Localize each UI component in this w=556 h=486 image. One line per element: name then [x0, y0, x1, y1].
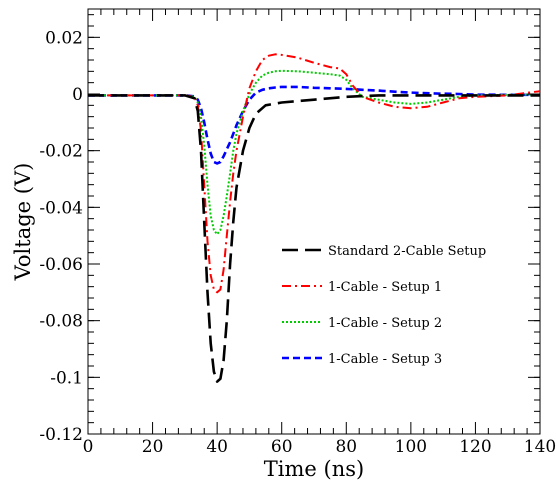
- legend-label: Standard 2-Cable Setup: [328, 244, 486, 259]
- y-tick-label: 0: [72, 85, 83, 105]
- x-tick-label: 100: [395, 437, 427, 457]
- series-group: [88, 53, 541, 383]
- legend: Standard 2-Cable Setup 1-Cable - Setup 1 1…: [282, 244, 486, 367]
- series-line-3: [88, 69, 541, 236]
- y-tick-label: -0.04: [39, 198, 83, 218]
- series-line-2: [88, 53, 541, 294]
- y-tick-label: -0.12: [39, 425, 83, 445]
- legend-label: 1-Cable - Setup 2: [328, 316, 442, 331]
- y-tick-label: -0.02: [39, 142, 83, 162]
- y-tick-label: 0.02: [45, 28, 83, 48]
- plot-frame: [87, 8, 541, 435]
- y-tick-label: -0.08: [39, 312, 83, 332]
- legend-label: 1-Cable - Setup 3: [328, 352, 442, 367]
- x-tick-label: 0: [83, 437, 94, 457]
- y-tick-label: -0.06: [39, 255, 83, 275]
- x-tick-label: 120: [459, 437, 491, 457]
- series-line-1: [88, 94, 540, 383]
- y-tick-label: -0.1: [50, 368, 83, 388]
- x-tick-label: 140: [524, 437, 556, 457]
- x-tick-label: 60: [271, 437, 293, 457]
- x-tick-label: 40: [206, 437, 228, 457]
- x-tick-label: 80: [335, 437, 357, 457]
- legend-label: 1-Cable - Setup 1: [328, 280, 442, 295]
- plot-border: [87, 8, 541, 435]
- series-line-4: [88, 85, 540, 165]
- x-axis-title: Time (ns): [264, 457, 364, 481]
- x-tick-label: 20: [142, 437, 164, 457]
- axis-ticks: 0 20 40 60 80 100 120 140 -0.12 -0.1 -0.08 -0.06 -0.…: [39, 9, 556, 457]
- y-axis-title: Voltage (V): [11, 163, 35, 282]
